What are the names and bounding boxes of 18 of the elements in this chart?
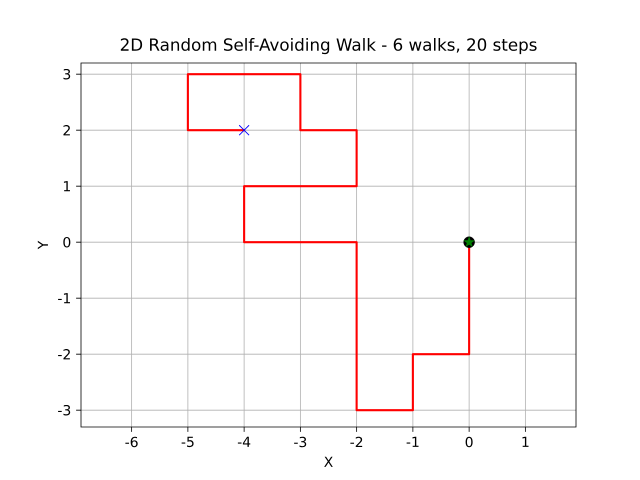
y-tick-label: 0 (63, 236, 70, 248)
chart-title: 2D Random Self-Avoiding Walk - 6 walks, 20 steps (120, 38, 537, 54)
x-tick-label: -4 (238, 436, 250, 447)
y-tick-label: 2 (63, 125, 70, 136)
y-tick-label: 3 (63, 68, 70, 80)
x-axis-title: X (324, 456, 333, 467)
y-axis-title: Y (38, 240, 48, 250)
y-tick-label: -2 (58, 349, 70, 360)
x-tick-label: 0 (466, 436, 473, 448)
x-tick-label: -2 (350, 436, 362, 448)
x-tick-label: -5 (182, 436, 194, 448)
y-tick-label: -1 (58, 293, 70, 304)
x-tick-label: 1 (522, 436, 529, 447)
x-tick-label: -1 (406, 436, 419, 447)
y-tick-label: -3 (58, 404, 70, 416)
x-tick-label: -6 (125, 436, 138, 448)
x-tick-label: -3 (294, 436, 306, 448)
y-tick-label: 1 (64, 181, 70, 192)
